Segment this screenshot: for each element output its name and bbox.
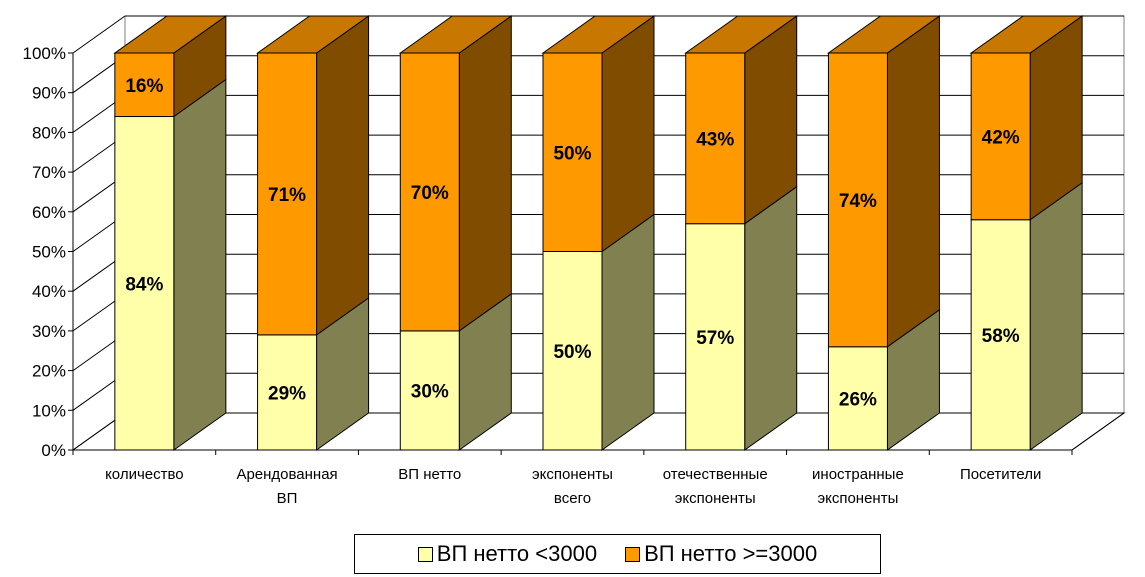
data-label-series-1: 57%	[696, 328, 734, 349]
x-tick-label: Арендованная	[236, 466, 337, 483]
gridline-side	[72, 15, 126, 54]
bar-series-2	[114, 52, 175, 118]
bar-side-series-1	[173, 78, 227, 451]
data-label-series-1: 84%	[125, 274, 163, 295]
bar-side-series-1	[601, 213, 655, 451]
floor-right-edge	[1071, 412, 1125, 451]
x-tick-label: отечественные	[663, 466, 768, 483]
bar-series-2	[827, 52, 888, 348]
x-tick-label: ВП	[277, 490, 298, 507]
bar-series-1	[114, 116, 175, 451]
y-tick-label: 20%	[32, 362, 66, 381]
x-tick-label: экспоненты	[817, 490, 898, 507]
y-tick-label: 90%	[32, 84, 66, 103]
y-tick-label: 50%	[32, 243, 66, 262]
y-tick-label: 60%	[32, 203, 66, 222]
data-label-series-1: 50%	[553, 342, 591, 363]
data-label-series-2: 71%	[268, 185, 306, 206]
data-label-series-2: 16%	[125, 76, 163, 97]
bar-series-1	[257, 334, 318, 451]
x-tick-label: Посетители	[960, 466, 1041, 483]
x-tick-label: количество	[105, 466, 184, 483]
legend-item-series-1: ВП нетто <3000	[417, 541, 598, 567]
bar-side-series-1	[1029, 181, 1083, 451]
data-label-series-2: 74%	[839, 191, 877, 212]
bar-series-1	[542, 251, 603, 451]
y-tick-label: 40%	[32, 282, 66, 301]
legend: ВП нетто <3000 ВП нетто >=3000	[354, 534, 881, 574]
y-tick-label: 10%	[32, 401, 66, 420]
data-label-series-1: 30%	[411, 381, 449, 402]
y-tick-label: 30%	[32, 322, 66, 341]
data-label-series-1: 29%	[268, 383, 306, 404]
data-label-series-1: 58%	[982, 326, 1020, 347]
x-tick-label: всего	[554, 490, 591, 507]
legend-label-series-2: ВП нетто >=3000	[644, 541, 818, 566]
bar-series-2	[542, 52, 603, 252]
bar-side-series-2	[886, 15, 940, 348]
bar-side-series-2	[458, 15, 512, 332]
bar-series-1	[685, 223, 746, 451]
legend-item-series-2: ВП нетто >=3000	[625, 541, 817, 567]
legend-swatch-series-1	[417, 546, 433, 562]
x-tick-label: ВП нетто	[398, 466, 461, 483]
bar-series-2	[685, 52, 746, 225]
legend-swatch-series-2	[625, 546, 641, 562]
legend-label-series-1: ВП нетто <3000	[436, 541, 598, 566]
data-label-series-1: 26%	[839, 389, 877, 410]
data-label-series-2: 70%	[411, 183, 449, 204]
data-label-series-2: 42%	[982, 127, 1020, 148]
bar-series-2	[399, 52, 460, 332]
bar-series-2	[970, 52, 1031, 221]
data-label-series-2: 50%	[553, 143, 591, 164]
bar-series-2	[257, 52, 318, 336]
data-label-series-2: 43%	[696, 129, 734, 150]
y-tick-label: 0%	[41, 441, 66, 460]
y-tick-label: 80%	[32, 123, 66, 142]
bar-series-1	[399, 330, 460, 451]
x-tick-label: экспоненты	[675, 490, 756, 507]
y-tick-label: 100%	[23, 44, 66, 63]
bar-side-series-2	[601, 15, 655, 253]
bar-side-series-2	[316, 15, 370, 336]
bar-series-1	[827, 346, 888, 451]
y-tick-label: 70%	[32, 163, 66, 182]
x-tick-label: иностранные	[812, 466, 904, 483]
x-tick-label: экспоненты	[532, 466, 613, 483]
bar-side-series-1	[744, 185, 798, 451]
